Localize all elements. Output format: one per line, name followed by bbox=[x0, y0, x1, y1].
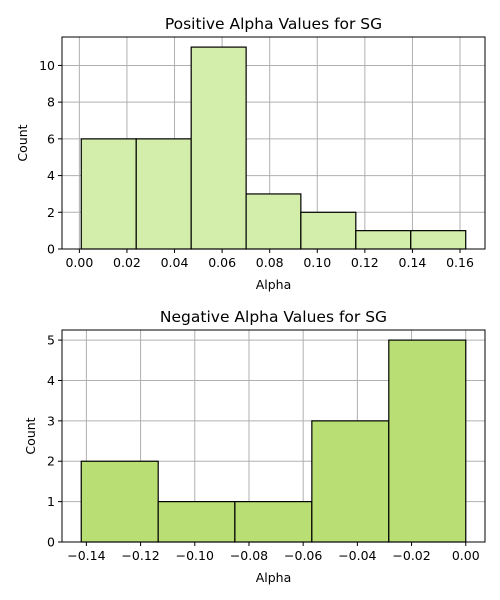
y-tick-label: 0 bbox=[47, 535, 55, 550]
negative-alpha-histogram: −0.14 −0.12 −0.10 −0.08 −0.06 −0.04 −0.02 0.00 … bbox=[23, 308, 486, 585]
histogram-bar bbox=[157, 501, 236, 543]
x-tick-label: −0.04 bbox=[338, 548, 376, 563]
x-tick-label: 0.00 bbox=[452, 548, 480, 563]
chart-title: Positive Alpha Values for SG bbox=[165, 15, 382, 33]
x-tick-label: 0.04 bbox=[161, 255, 189, 270]
plot-frame bbox=[61, 36, 486, 250]
x-tick-label: −0.10 bbox=[176, 548, 214, 563]
y-tick-label: 2 bbox=[47, 454, 55, 469]
histogram-bar bbox=[300, 211, 357, 250]
histogram-bar bbox=[80, 460, 159, 543]
y-tick-label: 2 bbox=[47, 205, 55, 220]
histogram-bars bbox=[80, 339, 467, 543]
histogram-bar bbox=[410, 230, 467, 250]
x-tick-label: 0.12 bbox=[351, 255, 379, 270]
x-tick-label: 0.08 bbox=[256, 255, 284, 270]
positive-alpha-histogram: 0.00 0.02 0.04 0.06 0.08 0.10 0.12 0.14 0.16 0 2 4… bbox=[15, 15, 486, 292]
plot-frame bbox=[61, 329, 486, 543]
histogram-bar bbox=[190, 46, 247, 250]
x-tick-label: −0.06 bbox=[284, 548, 322, 563]
y-tick-label: 3 bbox=[47, 413, 55, 428]
histogram-bar bbox=[135, 138, 192, 250]
x-tick-label: 0.02 bbox=[113, 255, 141, 270]
x-ticks: 0.00 0.02 0.04 0.06 0.08 0.10 0.12 0.14 0.16 bbox=[65, 249, 474, 270]
x-tick-label: 0.14 bbox=[399, 255, 427, 270]
x-tick-label: −0.02 bbox=[392, 548, 430, 563]
x-tick-label: −0.08 bbox=[230, 548, 268, 563]
y-tick-label: 4 bbox=[47, 373, 55, 388]
x-tick-label: 0.00 bbox=[65, 255, 93, 270]
y-axis-label: Count bbox=[23, 417, 38, 454]
x-axis-label: Alpha bbox=[256, 570, 292, 585]
histogram-bar bbox=[311, 420, 390, 543]
histogram-bar bbox=[234, 501, 313, 543]
x-tick-label: −0.14 bbox=[67, 548, 105, 563]
y-tick-label: 0 bbox=[47, 242, 55, 257]
histogram-bars bbox=[80, 46, 467, 250]
histogram-bar bbox=[388, 339, 467, 543]
x-ticks: −0.14 −0.12 −0.10 −0.08 −0.06 −0.04 −0.02 0.00 bbox=[67, 542, 480, 563]
y-ticks: 0 1 2 3 4 5 bbox=[47, 333, 62, 550]
x-tick-label: 0.16 bbox=[446, 255, 474, 270]
chart-title: Negative Alpha Values for SG bbox=[160, 308, 387, 326]
y-ticks: 0 2 4 6 8 10 bbox=[39, 58, 62, 257]
y-tick-label: 10 bbox=[39, 58, 55, 73]
x-tick-label: 0.10 bbox=[303, 255, 331, 270]
x-tick-label: 0.06 bbox=[208, 255, 236, 270]
histogram-bar bbox=[80, 138, 137, 250]
x-axis-label: Alpha bbox=[256, 277, 292, 292]
x-tick-label: −0.12 bbox=[121, 548, 159, 563]
y-tick-label: 5 bbox=[47, 333, 55, 348]
y-tick-label: 6 bbox=[47, 131, 55, 146]
histogram-bar bbox=[245, 193, 302, 250]
histogram-bar bbox=[355, 230, 412, 250]
y-tick-label: 8 bbox=[47, 95, 55, 110]
y-tick-label: 1 bbox=[47, 494, 55, 509]
y-tick-label: 4 bbox=[47, 168, 55, 183]
y-axis-label: Count bbox=[15, 124, 30, 161]
